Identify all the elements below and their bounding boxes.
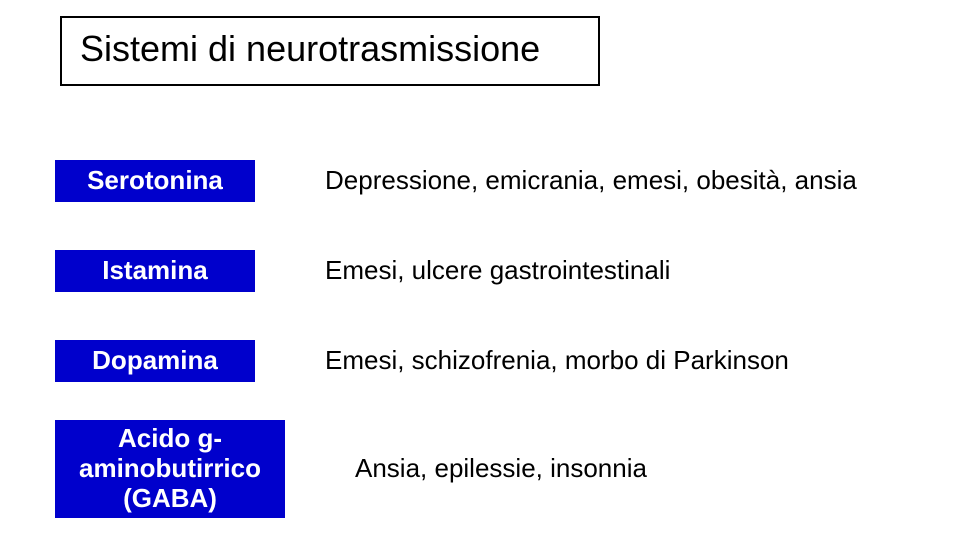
row-gaba: Acido g-aminobutirrico(GABA) Ansia, epil… [55,420,905,518]
desc-gaba: Ansia, epilessie, insonnia [355,453,647,484]
title-box: Sistemi di neurotrasmissione [60,16,600,86]
desc-serotonina: Depressione, emicrania, emesi, obesità, … [325,165,857,196]
desc-istamina: Emesi, ulcere gastrointestinali [325,255,670,286]
pill-dopamina: Dopamina [55,340,255,382]
desc-dopamina: Emesi, schizofrenia, morbo di Parkinson [325,345,789,376]
row-dopamina: Dopamina Emesi, schizofrenia, morbo di P… [55,340,905,382]
slide-title: Sistemi di neurotrasmissione [80,28,540,69]
pill-istamina: Istamina [55,250,255,292]
pill-serotonina: Serotonina [55,160,255,202]
pill-gaba: Acido g-aminobutirrico(GABA) [55,420,285,518]
row-istamina: Istamina Emesi, ulcere gastrointestinali [55,250,905,292]
slide: Sistemi di neurotrasmissione Serotonina … [0,0,959,549]
row-serotonina: Serotonina Depressione, emicrania, emesi… [55,160,905,202]
